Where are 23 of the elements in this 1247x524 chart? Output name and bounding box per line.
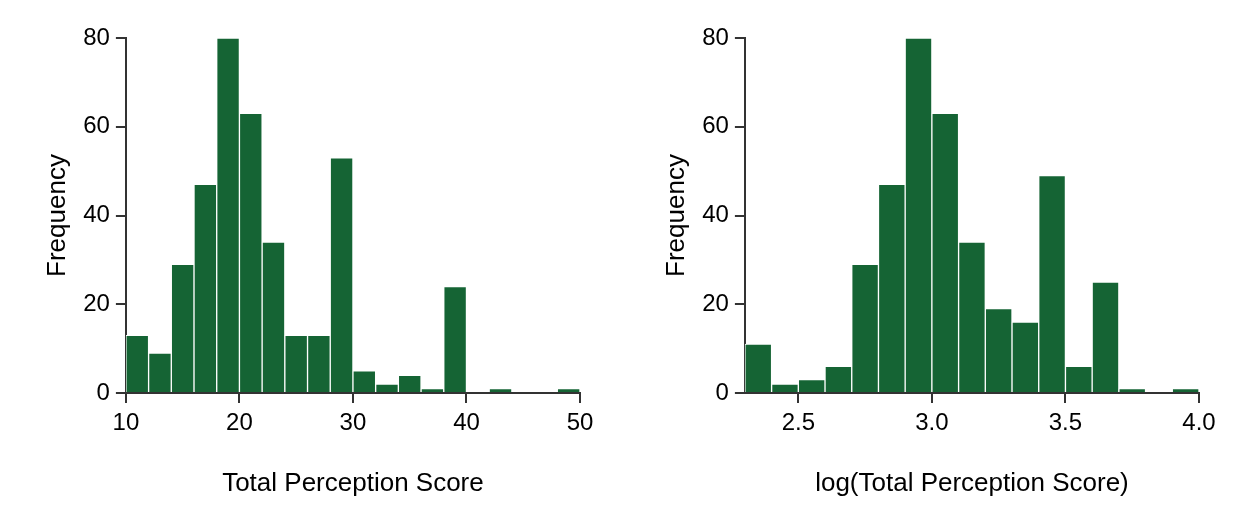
x-axis-title: Total Perception Score [222, 466, 484, 497]
y-tick-label: 60 [702, 111, 729, 139]
x-tick-label: 4.0 [1182, 408, 1216, 436]
x-tick-label: 2.5 [781, 408, 816, 436]
y-axis-title: Frequency [40, 154, 71, 277]
y-tick-label: 80 [83, 22, 110, 50]
y-tick-label: 80 [702, 22, 729, 50]
x-tick-label: 50 [566, 408, 594, 436]
x-tick-label: 3.0 [915, 408, 949, 436]
y-tick-label: 20 [83, 288, 110, 316]
y-axis-title: Frequency [659, 154, 690, 277]
x-tick-label: 40 [453, 408, 480, 436]
y-tick-label: 40 [83, 200, 110, 228]
x-tick-label: 10 [112, 408, 140, 436]
y-tick-label: 60 [83, 111, 110, 139]
x-tick-label: 30 [339, 408, 367, 436]
x-tick-label: 20 [226, 408, 253, 436]
y-tick-label: 20 [702, 288, 729, 316]
y-tick-label: 0 [96, 377, 110, 405]
y-tick-label: 0 [715, 377, 729, 405]
x-tick-label: 3.5 [1048, 408, 1083, 436]
y-tick-label: 40 [702, 200, 729, 228]
x-axis-title: log(Total Perception Score) [815, 466, 1129, 497]
